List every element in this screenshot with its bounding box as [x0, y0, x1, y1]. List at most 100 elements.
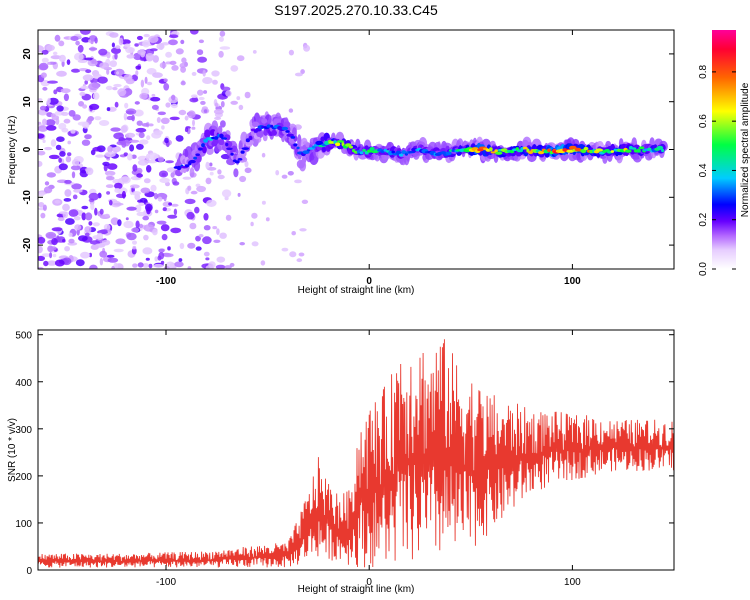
snr-x-label: Height of straight line (km): [298, 584, 415, 595]
noise-cell: [215, 264, 226, 269]
ridge-peak: [234, 160, 240, 164]
snr-y-label: SNR (10 * v/v): [7, 418, 18, 482]
noise-cell: [51, 238, 58, 246]
noise-cell: [219, 30, 226, 37]
noise-cell: [113, 202, 124, 206]
noise-cell: [299, 228, 307, 232]
ridge-cell: [283, 121, 291, 128]
noise-cell: [135, 65, 141, 70]
noise-cell: [111, 47, 121, 54]
spectrogram-heatmap: [38, 30, 668, 269]
noise-cell: [140, 79, 145, 88]
noise-cell: [200, 100, 206, 105]
noise-cell: [99, 208, 104, 215]
noise-cell: [75, 40, 80, 46]
noise-cell: [106, 68, 110, 75]
noise-cell: [104, 170, 116, 176]
y-tick-label: 0: [26, 566, 32, 577]
noise-cell: [82, 104, 88, 109]
noise-cell: [77, 121, 88, 126]
noise-cell: [212, 226, 218, 230]
noise-cell: [143, 234, 149, 241]
noise-cell: [88, 47, 98, 51]
noise-cell: [67, 152, 72, 157]
noise-cell: [251, 212, 258, 219]
noise-cell: [217, 169, 222, 175]
noise-cell: [107, 145, 113, 153]
noise-cell: [139, 197, 148, 203]
noise-cell: [265, 217, 270, 222]
ridge-peak: [516, 149, 524, 153]
noise-cell: [187, 242, 196, 249]
noise-cell: [54, 259, 65, 267]
noise-cell: [38, 133, 45, 139]
noise-cell: [137, 159, 149, 166]
noise-cell: [165, 51, 173, 58]
noise-cell: [123, 112, 128, 121]
noise-cell: [211, 70, 220, 77]
noise-cell: [301, 199, 309, 204]
noise-cell: [149, 48, 158, 52]
noise-cell: [71, 159, 80, 166]
noise-cell: [251, 241, 259, 247]
ridge-halo: [233, 168, 239, 178]
noise-cell: [220, 101, 225, 108]
noise-cell: [51, 227, 63, 232]
noise-cell: [213, 108, 224, 115]
noise-cell: [224, 265, 232, 269]
noise-cell: [244, 91, 251, 99]
noise-cell: [151, 104, 159, 110]
noise-cell: [47, 97, 51, 104]
noise-cell: [130, 184, 140, 189]
noise-cell: [203, 90, 208, 94]
ridge-peak: [225, 142, 229, 147]
ridge-peak: [404, 152, 408, 156]
noise-cell: [38, 236, 46, 244]
noise-cell: [260, 260, 266, 266]
ridge-cell: [256, 130, 264, 138]
noise-cell: [144, 76, 148, 84]
noise-cell: [89, 240, 101, 245]
noise-cell: [71, 171, 76, 179]
noise-cell: [46, 44, 55, 52]
noise-cell: [191, 94, 198, 98]
noise-cell: [148, 263, 153, 269]
noise-cell: [148, 152, 159, 160]
noise-cell: [136, 143, 144, 150]
noise-cell: [205, 177, 212, 185]
noise-cell: [135, 220, 140, 229]
noise-cell: [56, 136, 65, 142]
colorbar-label: Normalized spectral amplitude: [740, 82, 750, 217]
ridge-peak: [189, 159, 196, 164]
noise-cell: [252, 50, 257, 54]
noise-cell: [214, 102, 219, 108]
noise-cell: [58, 163, 68, 171]
noise-cell: [57, 217, 65, 222]
noise-cell: [118, 37, 124, 46]
y-tick-label: 10: [22, 96, 33, 108]
ridge-peak: [302, 150, 310, 155]
ridge-peak: [266, 124, 272, 128]
noise-cell: [101, 239, 111, 246]
noise-cell: [136, 211, 146, 217]
noise-cell: [38, 160, 43, 167]
noise-cell: [55, 144, 62, 151]
noise-cell: [77, 59, 88, 64]
noise-cell: [151, 93, 156, 97]
noise-cell: [129, 139, 140, 143]
ridge-peak: [494, 149, 499, 153]
noise-cell: [80, 30, 91, 35]
spectrogram-x-ticks: -100 0 100: [156, 30, 581, 287]
noise-cell: [68, 110, 76, 117]
noise-cell: [114, 101, 119, 108]
ridge-peak: [398, 153, 404, 157]
ridge-peak: [583, 146, 589, 151]
noise-cell: [88, 221, 93, 226]
colorbar-ticks: 0.0 0.2 0.4 0.6 0.8: [698, 64, 736, 276]
ridge-peak: [401, 150, 407, 155]
snr-panel: -100 0 100 0 100 200 300 400 500 Height of stra…: [7, 329, 675, 595]
ridge-cell: [195, 154, 202, 163]
noise-cell: [121, 190, 126, 199]
noise-cell: [148, 123, 154, 127]
noise-cell: [303, 44, 311, 52]
